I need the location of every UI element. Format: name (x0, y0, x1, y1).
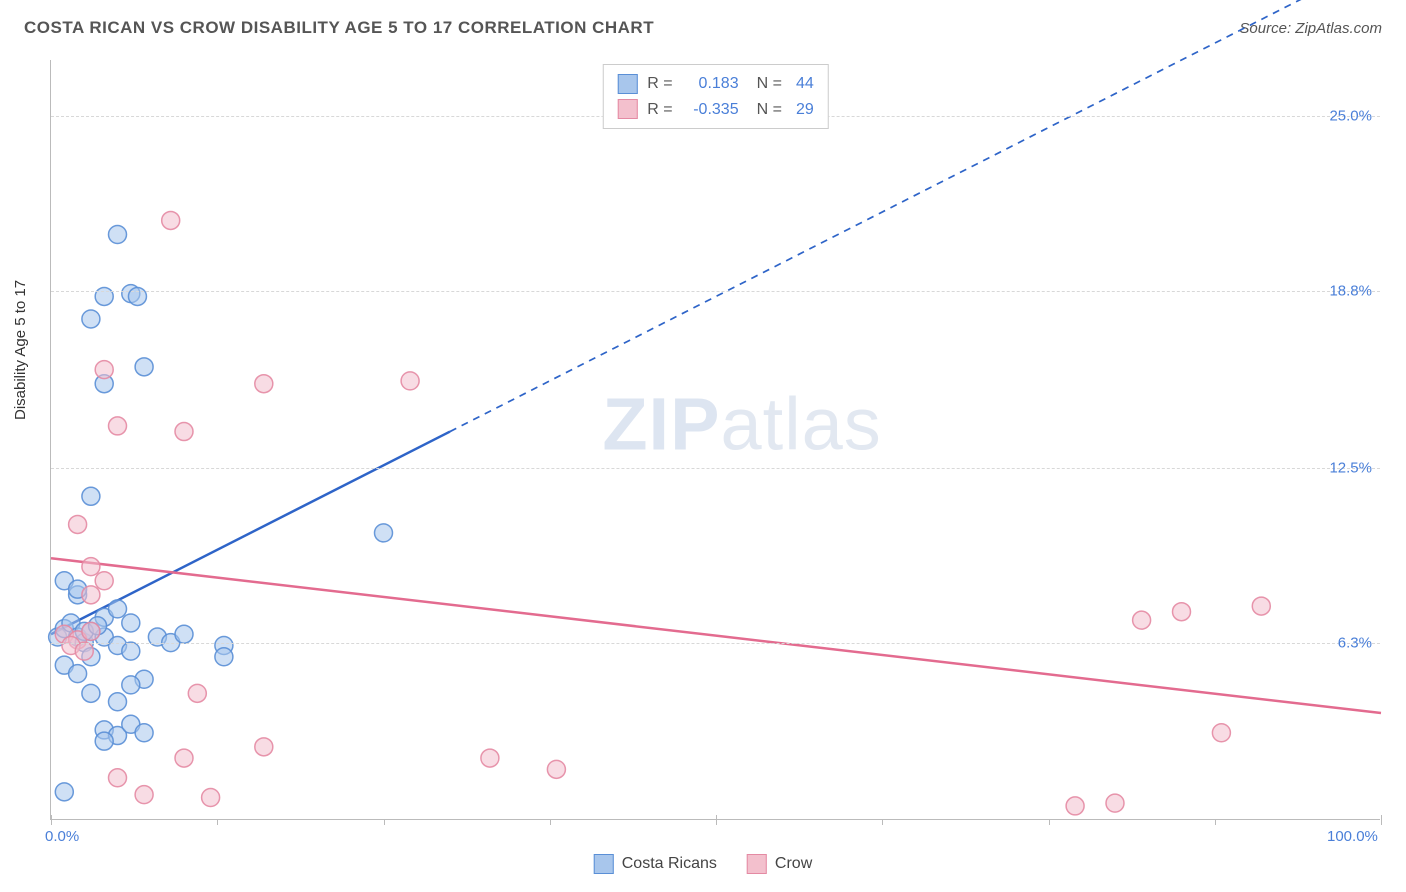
grid-line (51, 643, 1380, 644)
scatter-point (109, 769, 127, 787)
scatter-point (95, 361, 113, 379)
scatter-point (255, 738, 273, 756)
x-minor-tick-mark (1049, 819, 1050, 825)
scatter-point (55, 783, 73, 801)
y-axis-label: Disability Age 5 to 17 (12, 280, 29, 420)
grid-line (51, 291, 1380, 292)
scatter-point (82, 586, 100, 604)
scatter-point (401, 372, 419, 390)
scatter-point (1173, 603, 1191, 621)
scatter-point (215, 648, 233, 666)
scatter-point (547, 760, 565, 778)
trend-line-solid (51, 558, 1381, 713)
y-tick-label: 12.5% (1329, 460, 1372, 477)
stats-legend-box: R = 0.183 N = 44 R = -0.335 N = 29 (602, 64, 828, 129)
legend-swatch (617, 99, 637, 119)
y-tick-label: 18.8% (1329, 282, 1372, 299)
x-tick-mark (716, 815, 717, 825)
legend-swatch (747, 854, 767, 874)
scatter-point (109, 417, 127, 435)
scatter-point (1212, 724, 1230, 742)
legend-swatch (617, 74, 637, 94)
scatter-point (1106, 794, 1124, 812)
scatter-point (1066, 797, 1084, 815)
scatter-point (82, 310, 100, 328)
scatter-point (109, 693, 127, 711)
scatter-point (122, 676, 140, 694)
stat-r-value: -0.335 (683, 97, 739, 123)
legend-label: Crow (775, 855, 812, 873)
scatter-point (82, 558, 100, 576)
y-tick-label: 25.0% (1329, 108, 1372, 125)
scatter-point (82, 684, 100, 702)
stat-n-value: 44 (796, 71, 814, 97)
chart-header: COSTA RICAN VS CROW DISABILITY AGE 5 TO … (24, 18, 1382, 38)
scatter-point (82, 622, 100, 640)
stat-n-label: N = (757, 71, 782, 97)
scatter-point (481, 749, 499, 767)
scatter-point (162, 211, 180, 229)
chart-plot-area: ZIPatlas R =0.183N =44R =-0.335N =29 6.3… (50, 60, 1380, 820)
legend-item: Crow (747, 854, 812, 874)
scatter-point (135, 786, 153, 804)
stat-r-value: 0.183 (683, 71, 739, 97)
x-minor-tick-mark (550, 819, 551, 825)
scatter-point (175, 749, 193, 767)
stats-row: R = -0.335 N = 29 (617, 97, 813, 123)
scatter-point (175, 625, 193, 643)
trend-line-dashed (450, 0, 1381, 432)
scatter-point (82, 487, 100, 505)
scatter-point (122, 642, 140, 660)
scatter-svg (51, 60, 1380, 819)
scatter-point (109, 600, 127, 618)
x-minor-tick-mark (882, 819, 883, 825)
scatter-point (188, 684, 206, 702)
stat-r-label: R = (647, 97, 672, 123)
scatter-point (122, 614, 140, 632)
scatter-point (1252, 597, 1270, 615)
scatter-point (109, 226, 127, 244)
x-minor-tick-mark (1215, 819, 1216, 825)
scatter-point (375, 524, 393, 542)
stats-row: R = 0.183 N = 44 (617, 71, 813, 97)
x-minor-tick-mark (384, 819, 385, 825)
x-minor-tick-mark (217, 819, 218, 825)
grid-line (51, 468, 1380, 469)
scatter-point (95, 732, 113, 750)
bottom-legend: Costa Ricans Crow (594, 854, 813, 874)
legend-label: Costa Ricans (622, 855, 717, 873)
x-tick-mark (51, 815, 52, 825)
chart-title: COSTA RICAN VS CROW DISABILITY AGE 5 TO … (24, 18, 654, 38)
stat-n-label: N = (757, 97, 782, 123)
scatter-point (69, 665, 87, 683)
x-tick-label: 0.0% (45, 828, 79, 845)
scatter-point (175, 423, 193, 441)
scatter-point (75, 642, 93, 660)
x-tick-mark (1381, 815, 1382, 825)
legend-item: Costa Ricans (594, 854, 717, 874)
scatter-point (95, 572, 113, 590)
scatter-point (255, 375, 273, 393)
scatter-point (135, 358, 153, 376)
stat-r-label: R = (647, 71, 672, 97)
y-tick-label: 6.3% (1338, 634, 1372, 651)
chart-source: Source: ZipAtlas.com (1239, 20, 1382, 37)
legend-swatch (594, 854, 614, 874)
scatter-point (135, 724, 153, 742)
x-tick-label: 100.0% (1327, 828, 1378, 845)
stat-n-value: 29 (796, 97, 814, 123)
scatter-point (1133, 611, 1151, 629)
scatter-point (202, 788, 220, 806)
scatter-point (69, 515, 87, 533)
